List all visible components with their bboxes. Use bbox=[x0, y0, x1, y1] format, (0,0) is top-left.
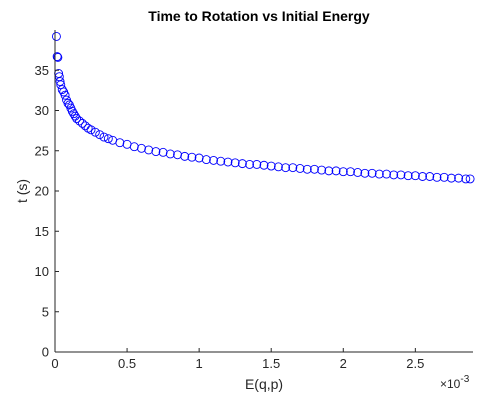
data-point bbox=[173, 150, 182, 160]
data-point bbox=[454, 173, 464, 183]
data-point bbox=[331, 166, 341, 176]
data-point bbox=[90, 127, 100, 137]
data-point bbox=[194, 153, 204, 163]
data-point bbox=[367, 168, 377, 178]
x-tick-label: 1.5 bbox=[262, 356, 280, 371]
data-point bbox=[273, 162, 283, 172]
data-point bbox=[410, 171, 420, 181]
x-tick-label: 0.5 bbox=[118, 356, 136, 371]
data-point bbox=[95, 130, 105, 140]
data-point bbox=[432, 172, 442, 182]
plot-area: 0 0.5 1 1.5 2 2.5 0 5 10 15 20 25 30 35 bbox=[35, 30, 475, 371]
chart-title: Time to Rotation vs Initial Energy bbox=[148, 8, 370, 24]
data-point bbox=[374, 169, 384, 179]
data-point bbox=[418, 172, 428, 181]
data-point bbox=[165, 149, 175, 159]
data-point bbox=[55, 77, 65, 86]
data-point bbox=[158, 147, 168, 157]
data-point bbox=[324, 166, 334, 176]
data-point bbox=[52, 52, 62, 62]
x-axis-multiplier-exponent: -3 bbox=[460, 374, 469, 385]
data-point bbox=[360, 168, 370, 178]
x-tick-label: 0 bbox=[51, 356, 58, 371]
y-axis-ticks: 0 5 10 15 20 25 30 35 bbox=[35, 63, 59, 360]
x-tick-label: 2 bbox=[340, 356, 347, 371]
y-tick-label: 0 bbox=[42, 345, 49, 360]
y-tick-label: 30 bbox=[35, 103, 49, 118]
data-point bbox=[230, 158, 240, 168]
data-point bbox=[144, 145, 154, 155]
data-point bbox=[67, 106, 77, 116]
y-tick-label: 15 bbox=[35, 224, 49, 239]
data-point bbox=[209, 155, 219, 165]
data-point bbox=[288, 163, 298, 173]
x-axis-multiplier-base: ×10 bbox=[440, 377, 461, 391]
x-tick-label: 2.5 bbox=[406, 356, 424, 371]
data-point bbox=[216, 156, 226, 166]
data-point bbox=[382, 169, 391, 179]
data-point bbox=[75, 116, 84, 126]
data-point bbox=[403, 171, 413, 181]
data-point bbox=[57, 85, 67, 95]
data-point bbox=[69, 109, 79, 119]
data-point bbox=[439, 172, 449, 182]
x-axis-ticks: 0 0.5 1 1.5 2 2.5 bbox=[51, 348, 424, 371]
data-point bbox=[115, 138, 125, 148]
data-point bbox=[103, 134, 113, 144]
data-point bbox=[83, 123, 93, 133]
data-point bbox=[281, 163, 291, 173]
data-point bbox=[137, 143, 146, 153]
data-point bbox=[338, 167, 348, 177]
data-point bbox=[245, 159, 255, 169]
data-point bbox=[187, 152, 197, 162]
y-tick-label: 20 bbox=[35, 184, 49, 199]
x-axis-multiplier: ×10-3 bbox=[440, 374, 470, 391]
data-point bbox=[86, 125, 96, 135]
data-point bbox=[346, 167, 355, 177]
data-point bbox=[151, 147, 161, 157]
y-tick-label: 10 bbox=[35, 264, 49, 279]
data-point bbox=[72, 114, 82, 124]
data-point bbox=[129, 142, 139, 152]
data-point bbox=[389, 170, 399, 180]
data-point bbox=[53, 52, 63, 62]
data-point bbox=[99, 132, 109, 142]
data-point bbox=[252, 159, 262, 169]
data-point bbox=[77, 118, 87, 128]
data-point bbox=[60, 90, 70, 100]
y-tick-label: 5 bbox=[42, 304, 49, 319]
data-point bbox=[396, 170, 406, 180]
plot-background bbox=[55, 30, 473, 352]
data-point bbox=[302, 164, 312, 174]
data-point bbox=[180, 151, 190, 161]
y-tick-label: 35 bbox=[35, 63, 49, 78]
data-point bbox=[266, 161, 276, 171]
x-axis-label: E(q,p) bbox=[245, 376, 283, 392]
data-point bbox=[51, 31, 61, 41]
y-tick-label: 25 bbox=[35, 143, 49, 158]
data-point bbox=[259, 160, 269, 170]
data-point bbox=[461, 174, 471, 184]
data-point bbox=[317, 165, 327, 175]
data-point bbox=[237, 159, 247, 169]
y-axis-label: t (s) bbox=[14, 179, 30, 203]
data-point bbox=[309, 164, 319, 174]
x-tick-label: 1 bbox=[196, 356, 203, 371]
data-point bbox=[63, 98, 73, 108]
data-point bbox=[201, 155, 211, 165]
data-point bbox=[425, 172, 435, 181]
data-points bbox=[51, 31, 475, 184]
data-point bbox=[295, 164, 305, 173]
data-point bbox=[465, 174, 475, 184]
data-point bbox=[353, 168, 363, 177]
data-point bbox=[223, 157, 233, 167]
data-point bbox=[446, 173, 456, 183]
